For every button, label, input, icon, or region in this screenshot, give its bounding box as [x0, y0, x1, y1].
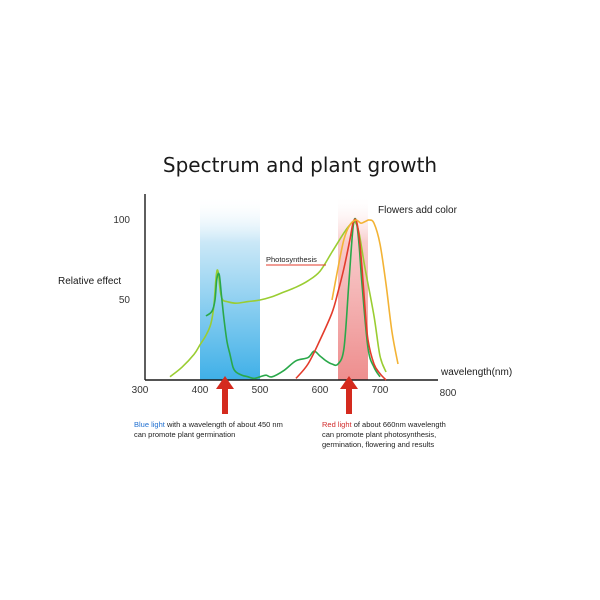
series-lines [169, 217, 399, 381]
x-tick-label: 500 [252, 385, 269, 396]
annotation-photosynthesis: Photosynthesis [266, 255, 317, 264]
red-light-highlight: Red light [322, 420, 352, 429]
x-tick-label: 400 [192, 385, 209, 396]
x-tick-label: 600 [312, 385, 329, 396]
y-tick-labels: 50 100 [113, 215, 130, 306]
y-axis-label: Relative effect [58, 276, 121, 287]
band-blue [200, 196, 260, 380]
blue-light-highlight: Blue light [134, 420, 165, 429]
blue-arrow [216, 376, 234, 414]
chart-title: Spectrum and plant growth [163, 153, 437, 177]
annotation-flowers-add-color: Flowers add color [378, 205, 458, 216]
red-light-line2: can promote plant photosynthesis, [322, 430, 437, 439]
blue-light-line2: can promote plant germination [134, 430, 236, 439]
red-light-note: Red light of about 660nm wavelength can … [322, 420, 502, 450]
x-tick-label: 300 [132, 385, 149, 396]
y-tick-label: 50 [119, 295, 131, 306]
red-light-text: of about 660nm wavelength [351, 420, 446, 429]
red-light-line3: germination, flowering and results [322, 440, 435, 449]
red-arrow [340, 376, 358, 414]
blue-light-text: with a wavelength of about 450 nm [164, 420, 283, 429]
series-line-3 [331, 219, 399, 365]
y-tick-label: 100 [113, 215, 130, 226]
x-tick-labels: 300 400 500 600 700 800 [132, 385, 457, 399]
x-tick-label: 700 [372, 385, 389, 396]
blue-light-note: Blue light with a wavelength of about 45… [134, 420, 314, 440]
axes [144, 194, 438, 381]
x-axis-label: wavelength(nm) [440, 367, 512, 378]
x-tick-label: 800 [440, 388, 457, 399]
